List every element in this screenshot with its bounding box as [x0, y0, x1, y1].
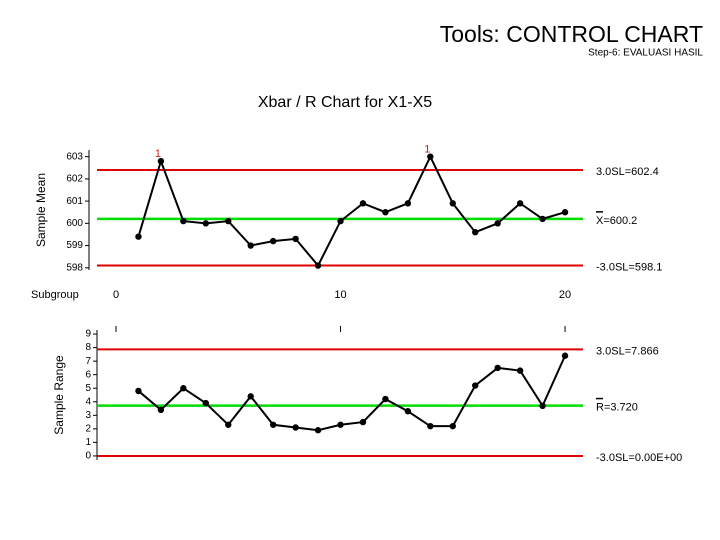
data-point	[516, 367, 524, 374]
data-point	[337, 421, 344, 428]
data-point	[427, 422, 434, 430]
control-limit-label: 3.0SL=7.866	[596, 345, 659, 357]
data-point	[314, 427, 322, 434]
data-point	[225, 421, 232, 428]
y-tick-label: 5	[85, 383, 91, 394]
data-point	[449, 200, 456, 207]
series-line	[137, 154, 566, 268]
y-tick-label: 6	[85, 369, 91, 380]
data-point	[472, 229, 479, 236]
data-point	[449, 422, 456, 430]
slide-subtitle: Step-6: EVALUASI HASIL	[588, 48, 703, 59]
data-point	[539, 402, 546, 410]
data-point	[382, 209, 389, 216]
data-point	[269, 421, 277, 428]
y-tick-label: 8	[85, 342, 91, 353]
y-tick-label: 603	[66, 151, 83, 162]
slide-title: Tools: CONTROL CHART	[440, 21, 703, 47]
data-point	[292, 424, 299, 431]
data-point	[382, 395, 389, 403]
y-axis-label: Sample Mean	[34, 173, 48, 247]
data-point	[180, 217, 187, 225]
x-tick-label: 0	[113, 289, 119, 301]
data-point	[225, 217, 232, 225]
y-tick-label: 599	[66, 240, 83, 251]
data-point	[539, 215, 546, 223]
y-tick-label: 9	[85, 329, 91, 340]
control-limit-label: -3.0SL=0.00E+00	[596, 452, 682, 464]
data-point	[427, 153, 434, 160]
data-point	[359, 200, 367, 207]
y-tick-label: 4	[85, 396, 91, 407]
x-tick-label: 10	[334, 289, 346, 301]
data-point	[494, 220, 501, 227]
out-of-control-flag: 1	[424, 144, 430, 156]
y-axis-label: Sample Range	[52, 355, 66, 435]
y-tick-label: 0	[85, 451, 91, 462]
control-limit-label: X=600.2	[596, 215, 637, 227]
y-tick-label: 600	[66, 218, 83, 229]
control-limit-label: 3.0SL=602.4	[596, 166, 659, 178]
data-point	[269, 237, 277, 245]
data-point	[494, 364, 501, 372]
data-point	[561, 209, 569, 216]
data-point	[135, 387, 142, 395]
control-limit-label: -3.0SL=598.1	[596, 261, 662, 273]
chart-title: Xbar / R Chart for X1-X5	[258, 94, 432, 111]
data-point	[561, 352, 569, 359]
data-point	[135, 233, 142, 240]
x-tick-label: 20	[559, 289, 571, 301]
y-tick-label: 3	[85, 410, 91, 421]
data-point	[359, 418, 367, 426]
data-point	[337, 217, 344, 225]
y-tick-label: 7	[85, 356, 91, 367]
control-limit-label: R=3.720	[596, 401, 638, 413]
y-tick-label: 601	[66, 196, 83, 207]
data-point	[202, 220, 210, 227]
data-point	[404, 200, 412, 207]
x-axis-label: Subgroup	[31, 289, 79, 301]
data-point	[292, 235, 299, 243]
data-point	[314, 262, 322, 269]
y-tick-label: 2	[85, 423, 91, 434]
data-point	[157, 157, 165, 165]
y-tick-label: 602	[66, 174, 83, 185]
series-line	[137, 355, 566, 432]
y-tick-label: 598	[66, 262, 83, 273]
out-of-control-flag: 1	[155, 148, 161, 160]
data-point	[472, 382, 479, 389]
data-point	[247, 393, 254, 400]
y-tick-label: 1	[85, 437, 91, 448]
data-point	[516, 200, 524, 207]
data-point	[180, 385, 187, 392]
data-point	[202, 399, 210, 407]
data-point	[247, 242, 254, 249]
data-point	[157, 406, 165, 414]
data-point	[404, 408, 412, 415]
